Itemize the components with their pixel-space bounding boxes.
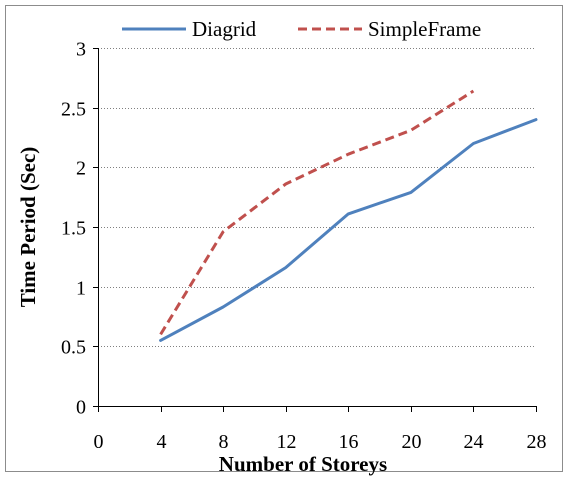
y-tick-label-1: 0.5 [61, 337, 86, 359]
axes [93, 48, 537, 412]
x-tick-label-0: 0 [94, 431, 104, 453]
gridlines [98, 48, 536, 347]
legend-label-diagrid: Diagrid [192, 17, 257, 41]
y-tick-label-5: 2.5 [61, 99, 86, 121]
legend: Diagrid SimpleFrame [122, 17, 481, 41]
x-axis-title: Number of Storeys [219, 452, 387, 476]
x-tick-label-7: 28 [527, 431, 547, 453]
legend-label-simpleframe: SimpleFrame [368, 17, 481, 41]
y-tick-label-0: 0 [76, 397, 86, 419]
chart-frame [5, 5, 563, 472]
x-tick-label-3: 12 [277, 431, 297, 453]
x-tick-label-5: 20 [402, 431, 422, 453]
y-tick-label-6: 3 [76, 39, 86, 61]
x-tick-label-6: 24 [464, 431, 484, 453]
y-tick-label-4: 2 [76, 158, 86, 180]
y-tick-label-3: 1.5 [61, 218, 86, 240]
x-tick-label-1: 4 [157, 431, 167, 453]
series-line-diagrid [159, 118, 538, 342]
y-tick-label-2: 1 [76, 278, 86, 300]
series-line-simpleframe [159, 89, 475, 336]
y-axis-title: Time Period (Sec) [16, 147, 40, 308]
x-tick-label-2: 8 [219, 431, 229, 453]
x-tick-label-4: 16 [339, 431, 359, 453]
series-lines [159, 89, 538, 342]
tick-labels: 0 0.5 1 1.5 2 2.5 3 0 4 8 12 16 20 24 28 [61, 39, 547, 454]
